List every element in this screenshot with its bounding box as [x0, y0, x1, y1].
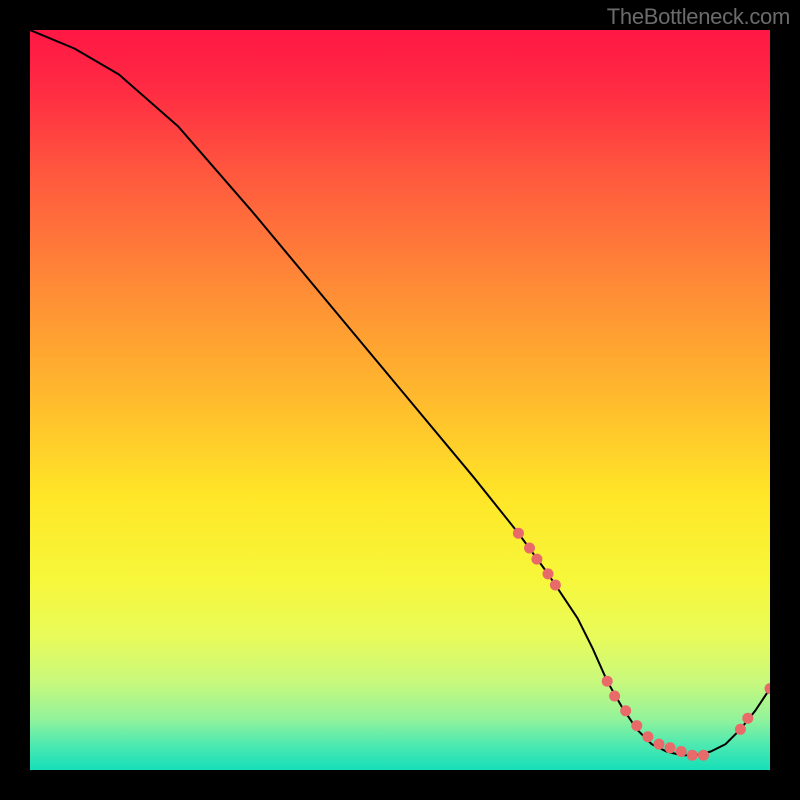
data-marker	[524, 543, 535, 554]
data-marker	[631, 720, 642, 731]
data-marker	[654, 739, 665, 750]
chart-background	[30, 30, 770, 770]
data-marker	[698, 750, 709, 761]
data-marker	[513, 528, 524, 539]
bottleneck-chart	[30, 30, 770, 770]
watermark-text: TheBottleneck.com	[607, 4, 790, 30]
data-marker	[742, 713, 753, 724]
data-marker	[735, 724, 746, 735]
data-marker	[687, 750, 698, 761]
data-marker	[602, 676, 613, 687]
chart-area	[30, 30, 770, 770]
data-marker	[543, 568, 554, 579]
data-marker	[676, 746, 687, 757]
data-marker	[665, 742, 676, 753]
data-marker	[642, 731, 653, 742]
data-marker	[531, 554, 542, 565]
data-marker	[550, 580, 561, 591]
data-marker	[620, 705, 631, 716]
data-marker	[609, 691, 620, 702]
